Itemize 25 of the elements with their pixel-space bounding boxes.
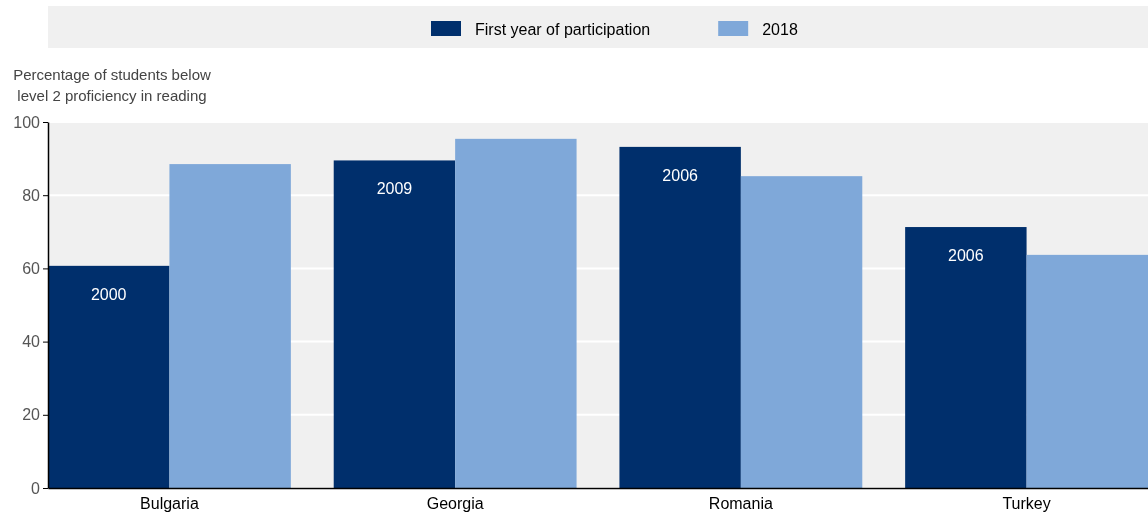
bar xyxy=(169,164,291,488)
x-tick-label: Romania xyxy=(708,495,773,513)
bar xyxy=(740,176,863,488)
y-tick-label: 40 xyxy=(22,333,41,351)
x-tick-label: Turkey xyxy=(1002,495,1051,513)
y-tick-label: 60 xyxy=(22,260,41,278)
bar xyxy=(1026,254,1148,488)
y-tick-label: 100 xyxy=(13,113,41,131)
legend-label: First year of participation xyxy=(475,21,651,38)
annotation: 2006 xyxy=(662,166,699,184)
bar xyxy=(619,146,741,488)
y-tick-label: 20 xyxy=(22,406,41,424)
y-tick-label: 0 xyxy=(31,479,41,497)
annotation: 2009 xyxy=(376,180,413,198)
bar xyxy=(333,160,456,488)
bar xyxy=(905,227,1027,488)
y-axis-title: Percentage of students below level 2 proficiency in reading xyxy=(13,66,211,104)
x-tick-label: Bulgaria xyxy=(140,495,199,513)
y-tick-label: 80 xyxy=(22,186,41,204)
annotation: 2006 xyxy=(948,247,984,265)
legend-label: 2018 xyxy=(762,21,798,38)
bar xyxy=(455,138,577,488)
annotation: 2000 xyxy=(90,285,127,303)
x-tick-label: Georgia xyxy=(426,495,484,513)
bar xyxy=(48,265,170,488)
